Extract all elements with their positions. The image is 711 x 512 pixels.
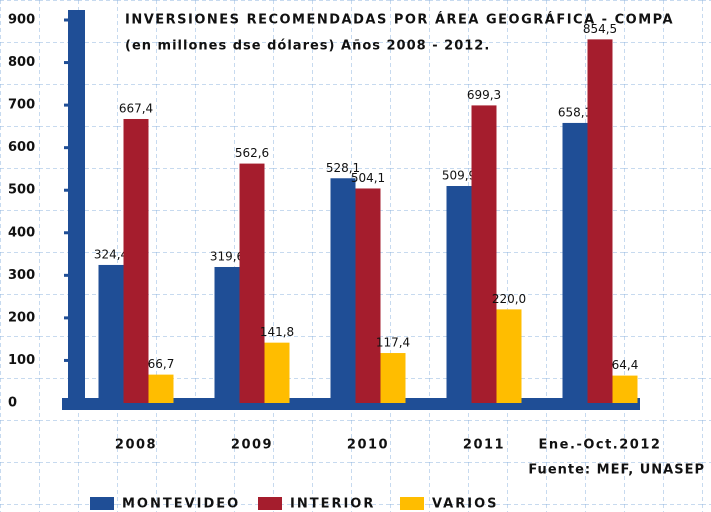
y-tick-label: 800 bbox=[8, 55, 35, 70]
value-label: 319,6 bbox=[210, 249, 244, 263]
bar bbox=[446, 186, 472, 403]
x-tick-label: 2011 bbox=[463, 438, 505, 453]
x-tick-label: Ene.-Oct.2012 bbox=[539, 438, 662, 453]
chart-subtitle: (en millones dse dólares) Años 2008 - 20… bbox=[125, 39, 490, 54]
bar bbox=[148, 374, 174, 403]
y-tick-label: 600 bbox=[8, 140, 35, 155]
y-axis bbox=[68, 10, 85, 410]
value-label: 528,1 bbox=[326, 161, 360, 175]
legend-label: MONTEVIDEO bbox=[122, 497, 240, 512]
legend-swatch bbox=[400, 497, 424, 510]
value-label: 658,1 bbox=[558, 105, 592, 119]
legend-swatch bbox=[258, 497, 282, 510]
bar bbox=[330, 178, 356, 403]
bar bbox=[123, 118, 149, 403]
y-tick-label: 300 bbox=[8, 268, 35, 283]
value-label: 117,4 bbox=[376, 336, 410, 350]
bar bbox=[214, 266, 240, 403]
legend-swatch bbox=[90, 497, 114, 510]
value-label: 324,4 bbox=[94, 247, 128, 261]
legend-label: VARIOS bbox=[432, 497, 499, 512]
value-label: 699,3 bbox=[467, 88, 501, 102]
bar bbox=[355, 188, 381, 403]
value-label: 562,6 bbox=[235, 146, 269, 160]
y-tick-label: 400 bbox=[8, 225, 35, 240]
y-tick-label: 100 bbox=[8, 353, 35, 368]
value-label: 854,5 bbox=[583, 22, 617, 36]
bar bbox=[380, 353, 406, 403]
bar bbox=[612, 375, 638, 403]
value-label: 220,0 bbox=[492, 292, 526, 306]
y-tick-label: 900 bbox=[8, 13, 35, 28]
bar bbox=[239, 163, 265, 403]
x-tick-label: 2010 bbox=[347, 438, 389, 453]
x-tick-label: 2009 bbox=[231, 438, 273, 453]
bar bbox=[471, 105, 497, 403]
x-tick-label: 2008 bbox=[115, 438, 157, 453]
bar bbox=[98, 264, 124, 403]
legend-label: INTERIOR bbox=[290, 497, 375, 512]
bar bbox=[496, 309, 522, 403]
y-tick-label: 0 bbox=[8, 396, 17, 411]
bar bbox=[264, 342, 290, 403]
y-tick-label: 500 bbox=[8, 183, 35, 198]
value-label: 667,4 bbox=[119, 101, 153, 115]
bar bbox=[587, 39, 613, 403]
chart-title: INVERSIONES RECOMENDADAS POR ÁREA GEOGRÁ… bbox=[125, 12, 674, 28]
value-label: 66,7 bbox=[148, 357, 175, 371]
value-label: 64,4 bbox=[612, 358, 639, 372]
value-label: 504,1 bbox=[351, 171, 385, 185]
source: Fuente: MEF, UNASEP bbox=[528, 463, 705, 478]
y-tick-label: 200 bbox=[8, 310, 35, 325]
value-label: 141,8 bbox=[260, 325, 294, 339]
bar bbox=[562, 122, 588, 403]
value-label: 509,9 bbox=[442, 169, 476, 183]
y-tick-label: 700 bbox=[8, 98, 35, 113]
